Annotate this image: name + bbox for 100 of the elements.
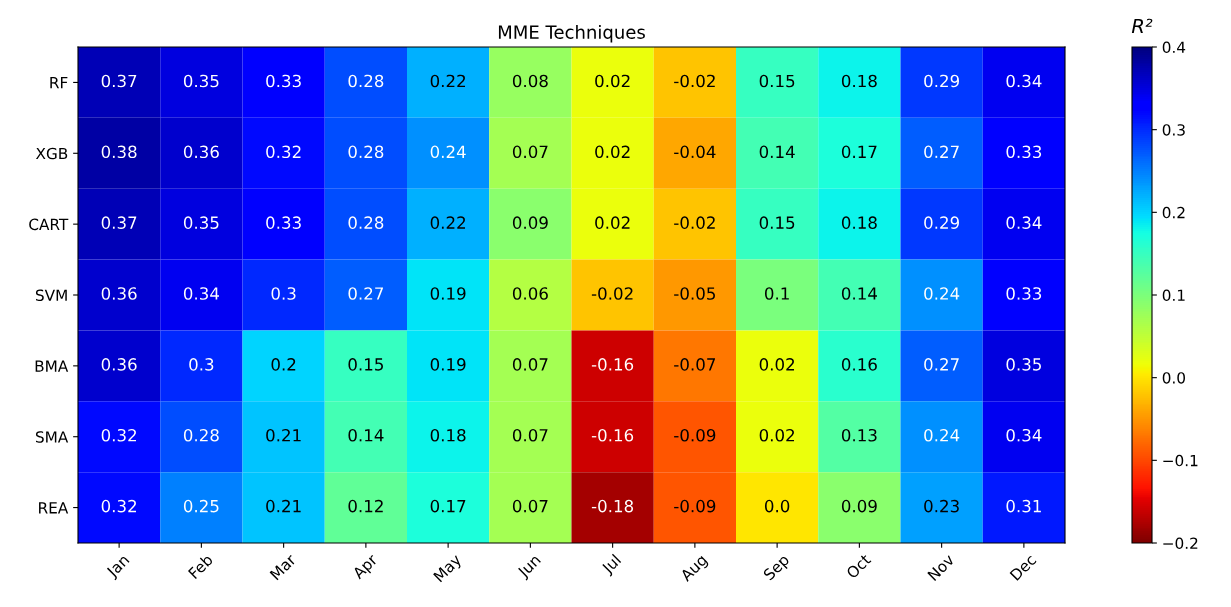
x-tick-label: Oct — [845, 553, 872, 580]
data-label: 0.3 — [271, 287, 296, 300]
data-label: -0.18 — [591, 499, 634, 513]
data-label: 0.24 — [430, 145, 466, 159]
color-bar-label: 0.3 — [1162, 124, 1185, 136]
data-label: -0.04 — [674, 145, 716, 159]
data-label: 0.18 — [841, 216, 877, 229]
data-label: 0.15 — [759, 74, 795, 88]
data-label: 0.34 — [183, 287, 219, 300]
data-label: -0.05 — [674, 287, 715, 300]
data-label: 0.02 — [759, 358, 795, 371]
color-bar-label: 0.0 — [1162, 372, 1185, 384]
data-label: 0.33 — [1006, 145, 1042, 159]
data-label: 0.27 — [924, 358, 959, 371]
data-label: 0.02 — [759, 428, 795, 442]
data-label: 0.19 — [430, 287, 466, 300]
data-label: 0.16 — [841, 358, 877, 371]
data-label: 0.24 — [924, 428, 960, 442]
data-label: 0.36 — [101, 287, 137, 300]
data-label: 0.15 — [348, 358, 383, 371]
data-label: 0.1 — [764, 287, 789, 300]
chart-title: MME Techniques — [498, 24, 645, 43]
data-label: 0.32 — [101, 499, 137, 513]
y-tick-label: SVM — [35, 289, 67, 302]
data-label: 0.07 — [512, 428, 548, 442]
data-label: 0.14 — [841, 287, 877, 300]
data-label: 0.02 — [595, 216, 630, 229]
data-label: 0.06 — [512, 287, 548, 300]
data-label: 0.33 — [266, 74, 301, 88]
data-label: 0.17 — [430, 499, 466, 513]
data-label: 0.09 — [841, 499, 877, 513]
data-label: -0.02 — [674, 74, 715, 88]
data-label: 0.18 — [841, 74, 877, 88]
data-label: 0.12 — [348, 499, 383, 513]
x-tick-label: Mar — [269, 553, 297, 581]
data-label: 0.19 — [430, 358, 466, 371]
data-label: 0.29 — [924, 74, 960, 88]
data-label: -0.02 — [591, 287, 633, 300]
data-label: -0.09 — [674, 499, 716, 513]
data-label: 0.33 — [1006, 287, 1042, 300]
data-label: 0.22 — [430, 216, 466, 229]
color-bar-label: −0.2 — [1163, 537, 1198, 550]
data-label: 0.07 — [512, 499, 548, 513]
data-label: 0.2 — [271, 358, 296, 371]
data-label: 0.0 — [764, 499, 790, 513]
data-label: 0.17 — [841, 145, 877, 159]
data-label: 0.25 — [183, 499, 219, 513]
data-label: 0.07 — [512, 358, 548, 371]
data-label: 0.28 — [183, 428, 219, 442]
x-tick-label: Jun — [516, 553, 544, 581]
x-tick-label: Sep — [762, 553, 792, 583]
x-tick-label: Feb — [187, 553, 214, 580]
data-label: 0.35 — [183, 216, 219, 229]
data-label: 0.24 — [924, 287, 960, 300]
data-label: 0.35 — [1006, 358, 1041, 371]
data-label: 0.27 — [348, 287, 384, 300]
y-tick-label: RF — [50, 77, 68, 89]
x-tick-label: Jul — [600, 553, 624, 577]
data-label: 0.08 — [512, 74, 548, 88]
y-tick-label: REA — [39, 502, 69, 514]
data-label: 0.31 — [1006, 499, 1041, 513]
data-label: 0.14 — [348, 428, 384, 442]
data-label: 0.32 — [101, 428, 137, 442]
data-label: 0.21 — [266, 499, 301, 513]
data-label: 0.21 — [266, 428, 301, 442]
data-label: 0.23 — [924, 499, 959, 513]
data-label: 0.18 — [430, 428, 466, 442]
data-label: 0.07 — [512, 145, 548, 159]
color-bar-title: R² — [1131, 18, 1153, 34]
data-label: 0.37 — [101, 74, 137, 88]
data-label: 0.02 — [595, 74, 630, 88]
data-label: -0.07 — [674, 358, 716, 371]
y-tick-label: SMA — [35, 431, 69, 443]
data-label: -0.09 — [674, 428, 716, 442]
data-label: 0.38 — [101, 145, 137, 159]
data-label: 0.28 — [348, 145, 384, 159]
color-bar-label: 0.2 — [1162, 206, 1185, 219]
y-tick-label: XGB — [35, 147, 68, 160]
data-label: 0.34 — [1006, 428, 1042, 442]
x-tick-label: Apr — [351, 553, 381, 582]
data-label: 0.14 — [759, 145, 795, 159]
data-label: 0.13 — [841, 428, 877, 442]
data-label: -0.16 — [591, 358, 634, 371]
data-label: 0.35 — [183, 74, 219, 88]
data-label: 0.15 — [759, 216, 795, 229]
data-label: -0.16 — [591, 428, 634, 442]
color-bar-label: 0.4 — [1162, 41, 1186, 54]
data-label: 0.29 — [924, 216, 960, 229]
data-label: 0.36 — [101, 358, 137, 371]
data-label: 0.37 — [101, 216, 137, 229]
data-label: 0.3 — [189, 358, 214, 371]
data-label: 0.33 — [266, 216, 301, 229]
data-label: 0.36 — [183, 145, 219, 159]
data-label: -0.02 — [674, 216, 715, 229]
data-label: 0.32 — [266, 145, 301, 159]
y-tick-label: CART — [29, 218, 69, 231]
data-label: 0.28 — [348, 216, 384, 229]
x-tick-label: Jan — [105, 553, 132, 581]
data-label: 0.02 — [595, 145, 630, 159]
color-bar-label: 0.1 — [1162, 289, 1185, 302]
